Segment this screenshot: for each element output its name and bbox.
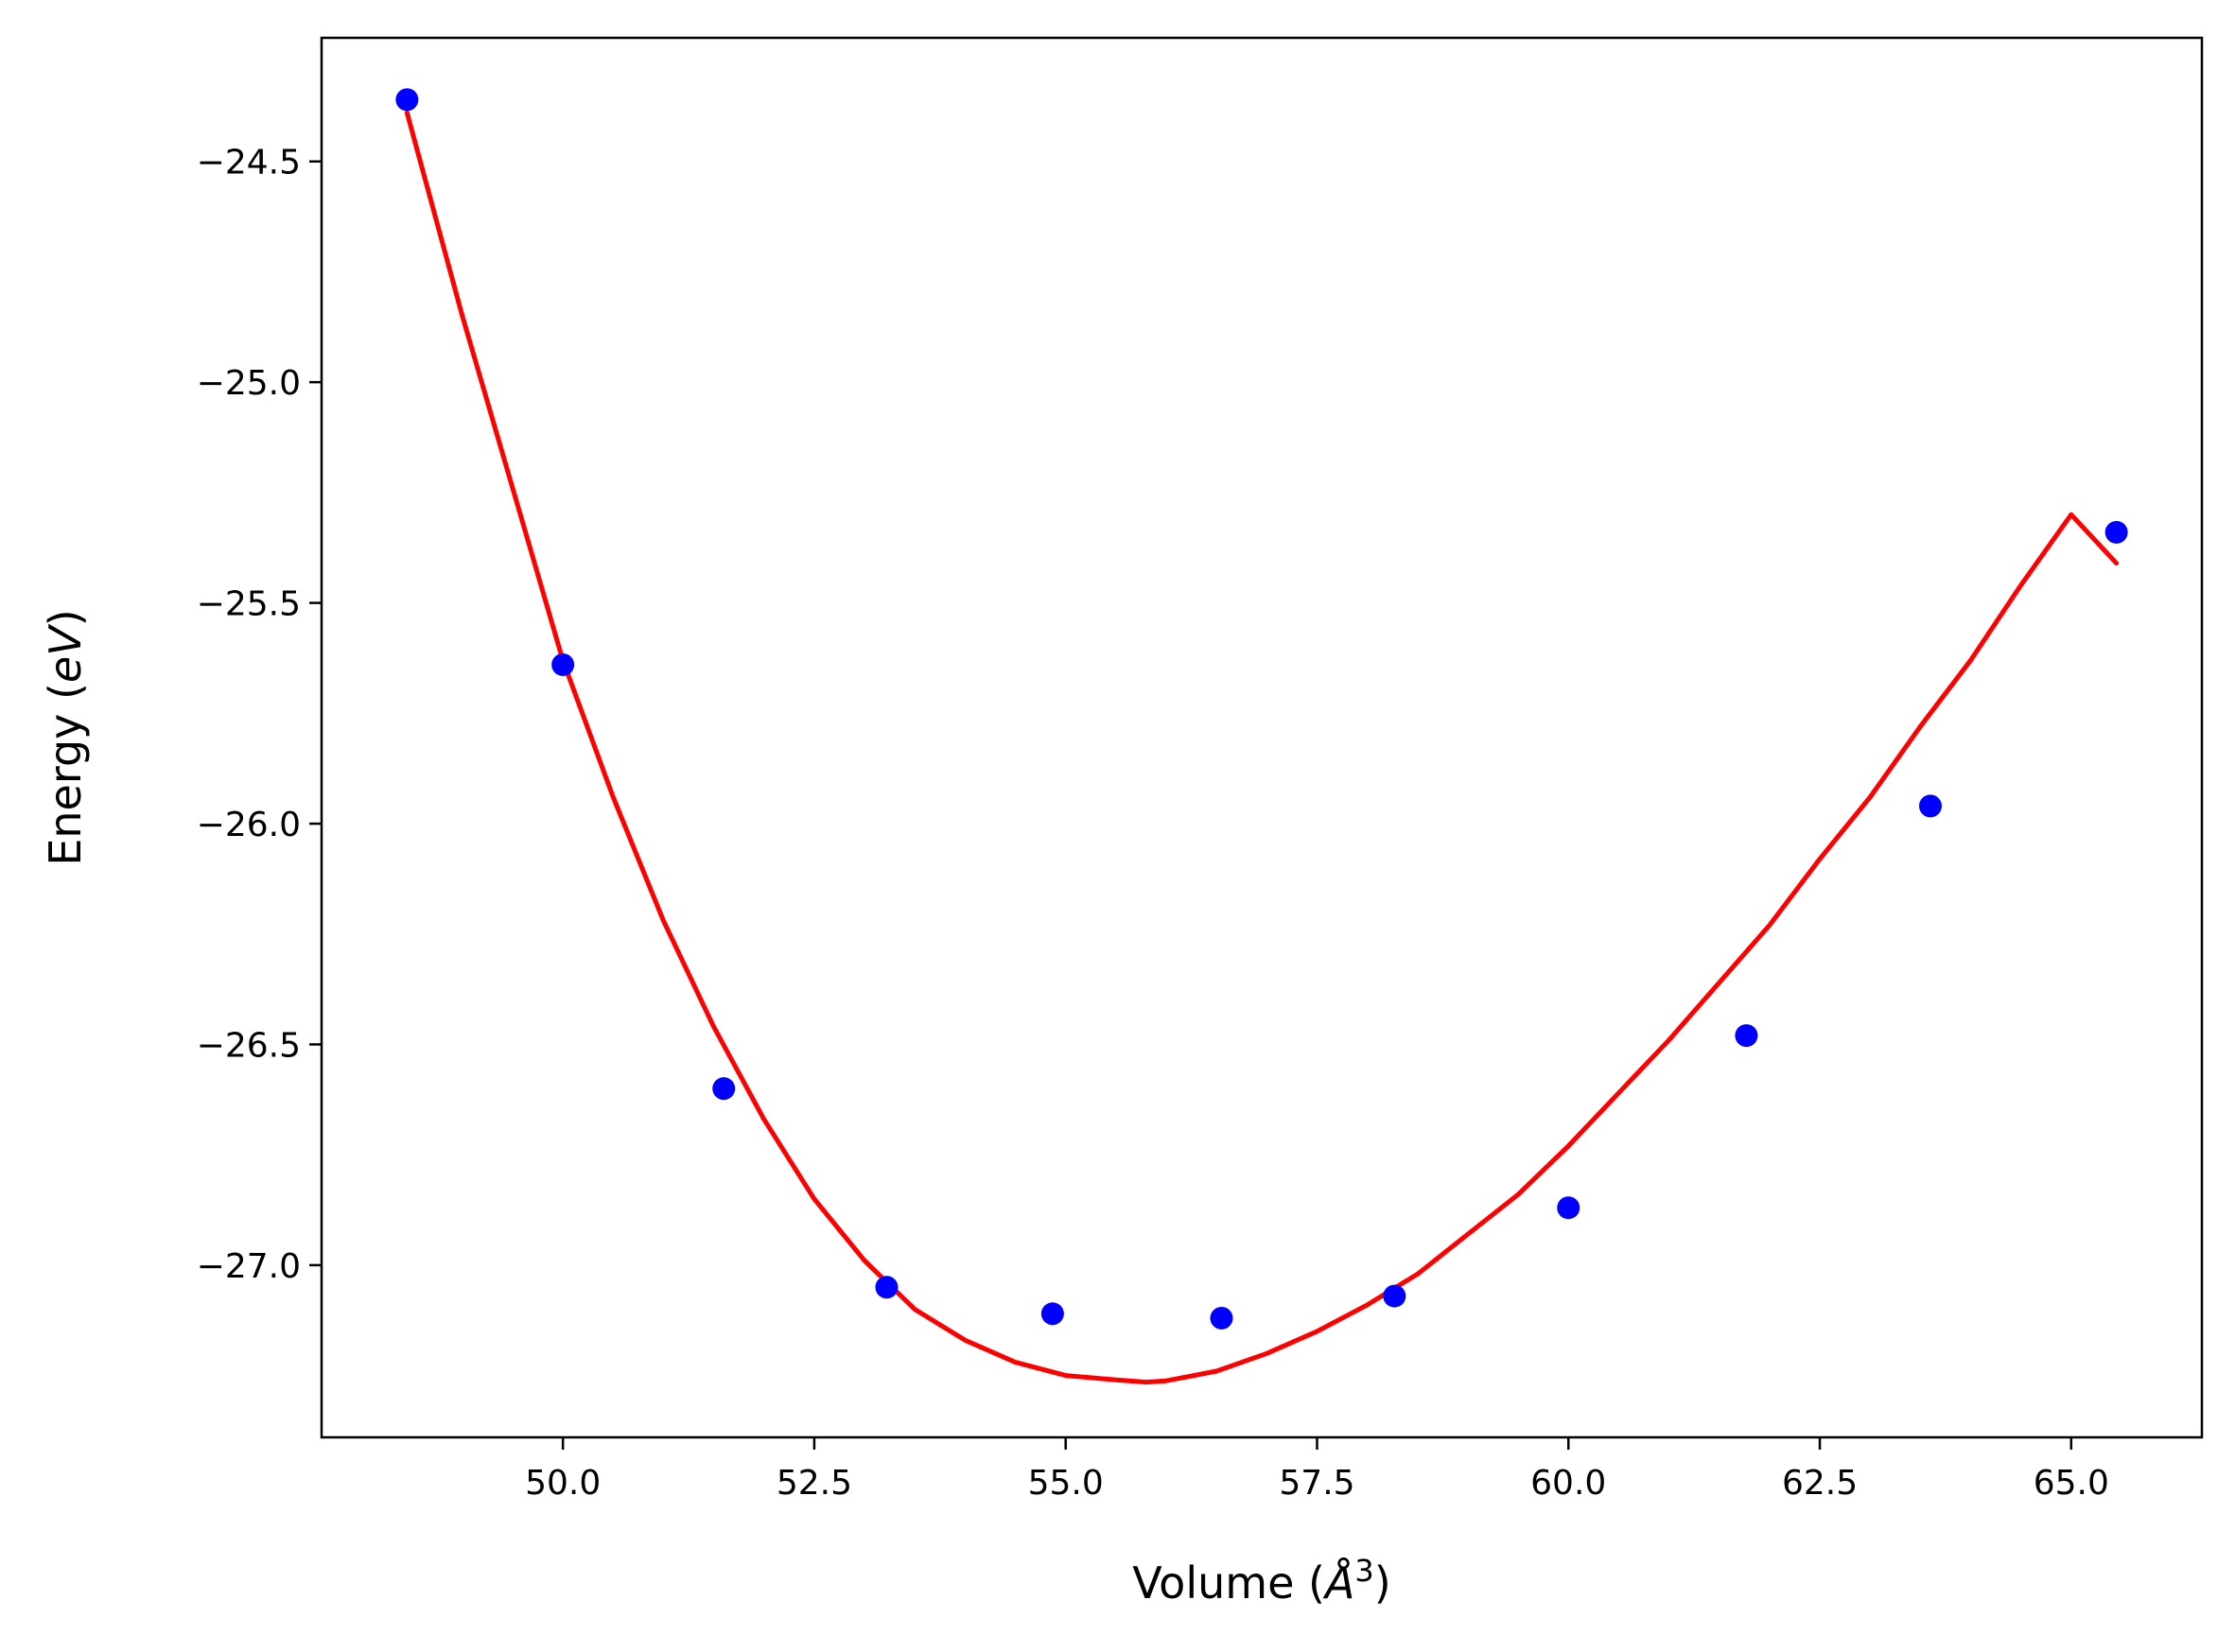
plot-frame (320, 36, 2204, 1439)
x-tick-label: 57.5 (1279, 1464, 1354, 1503)
data-point (1383, 1284, 1406, 1308)
data-point (1210, 1306, 1233, 1330)
y-tick-label: −25.5 (197, 585, 301, 624)
x-axis-ticks: 50.0 52.5 55.0 57.5 60.0 62.5 65.0 (525, 1437, 2109, 1503)
data-point (1918, 794, 1942, 818)
data-point (395, 88, 419, 112)
fit-curve-line (404, 110, 2120, 1385)
y-tick-label: −26.5 (197, 1026, 301, 1065)
x-tick-label: 65.0 (2034, 1464, 2109, 1503)
x-tick-label: 55.0 (1028, 1464, 1104, 1503)
data-points (395, 88, 2128, 1330)
data-point (2104, 520, 2128, 544)
x-tick-label: 60.0 (1530, 1464, 1606, 1503)
y-tick-label: −26.0 (197, 806, 301, 844)
data-point (1040, 1302, 1064, 1326)
y-tick-label: −24.5 (197, 144, 301, 183)
y-tick-label: −27.0 (197, 1247, 301, 1286)
y-tick-label: −25.0 (197, 364, 301, 403)
data-point (1557, 1196, 1580, 1220)
y-axis-label: Energy (eV) (40, 609, 91, 865)
data-point (1735, 1024, 1758, 1048)
plot-area (395, 88, 2128, 1385)
data-point (712, 1077, 736, 1101)
x-tick-label: 62.5 (1782, 1464, 1858, 1503)
y-axis-ticks: −24.5 −25.0 −25.5 −26.0 −26.5 −27.0 (197, 144, 322, 1286)
data-point (551, 652, 575, 676)
x-tick-label: 50.0 (525, 1464, 601, 1503)
x-tick-label: 52.5 (777, 1464, 852, 1503)
data-point (875, 1276, 899, 1299)
x-axis-label: Volume (Å3) (1132, 1553, 1390, 1609)
